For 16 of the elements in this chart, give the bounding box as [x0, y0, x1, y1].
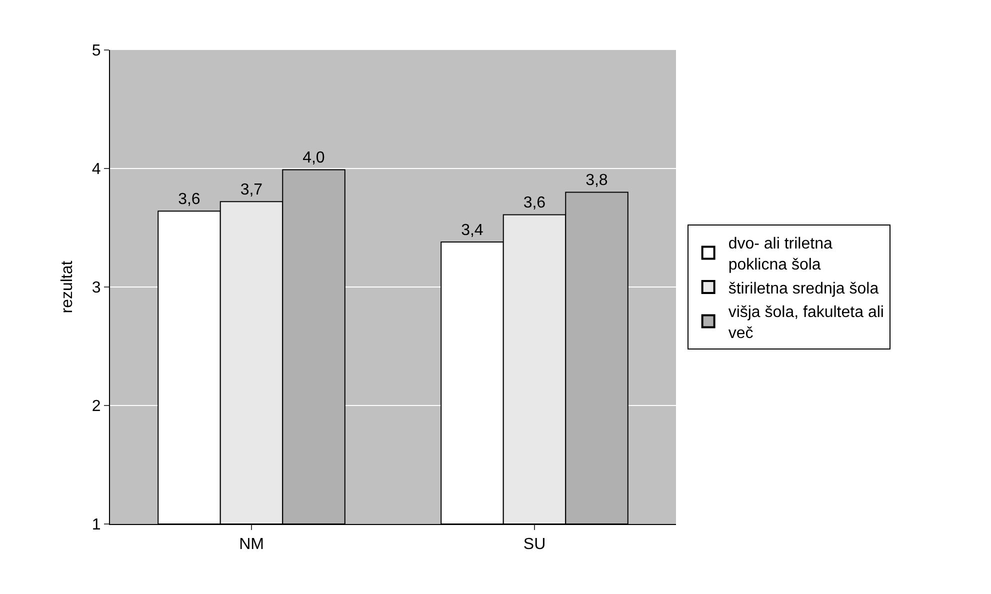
y-axis-title: rezultat	[58, 260, 76, 314]
data-label: 3,7	[240, 182, 263, 199]
y-tick-label: 5	[92, 42, 101, 60]
x-tick-label: NM	[239, 536, 264, 554]
legend-label: višja šola, fakulteta ali več	[728, 304, 884, 342]
data-label: 4,0	[302, 150, 325, 167]
x-tick-label: SU	[523, 536, 546, 554]
data-label: 3,4	[461, 222, 484, 239]
data-label: 3,8	[586, 172, 608, 190]
legend-label: štiriletna srednja šola	[728, 280, 879, 298]
y-tick-label: 4	[92, 161, 101, 178]
y-tick-label: 1	[92, 516, 101, 534]
data-label: 3,6	[523, 194, 546, 212]
y-tick-label: 3	[92, 280, 101, 297]
data-label: 3,6	[178, 191, 200, 208]
y-tick-label: 2	[92, 398, 101, 416]
